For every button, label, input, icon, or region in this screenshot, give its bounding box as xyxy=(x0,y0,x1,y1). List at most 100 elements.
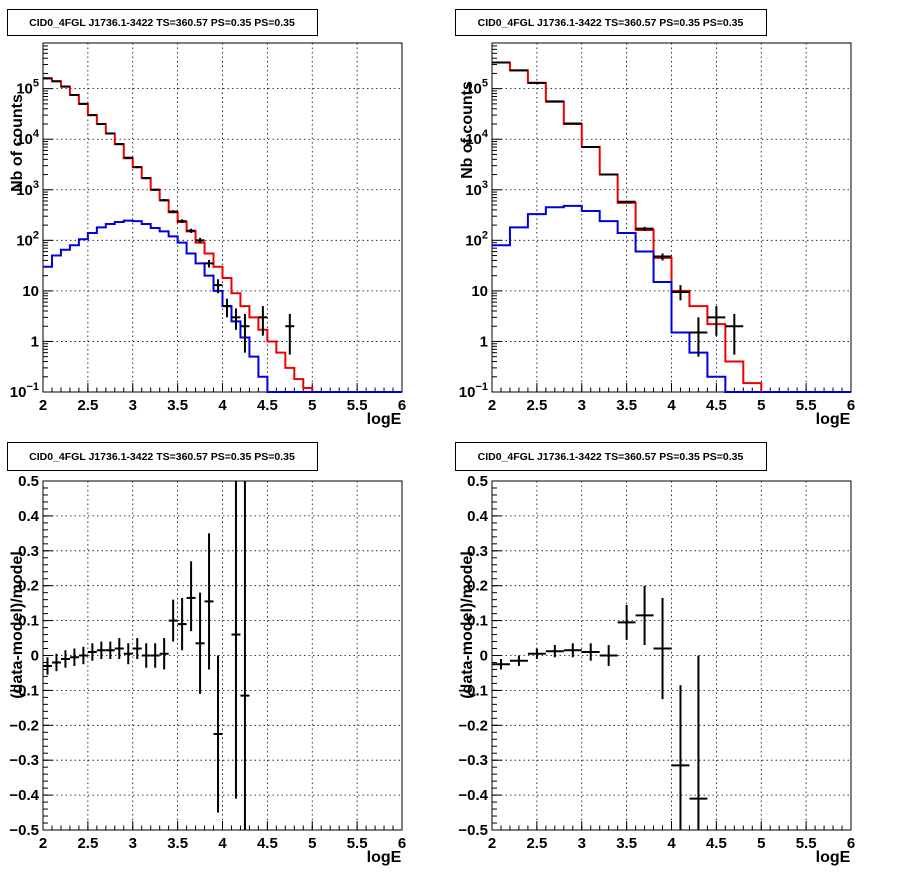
y-tick-label: 0 xyxy=(31,648,39,665)
y-tick-label: −0.4 xyxy=(9,787,39,804)
x-tick-label: 5 xyxy=(757,835,765,852)
y-tick-label: 1 xyxy=(480,333,488,350)
x-tick-label: 2 xyxy=(488,835,496,852)
data-point xyxy=(150,643,160,668)
data-point xyxy=(240,313,250,353)
residuals-right-panel: CID0_4FGL J1736.1-3422 TS=360.57 PS=0.35… xyxy=(455,442,855,866)
x-tick-label: 4 xyxy=(218,397,227,414)
x-tick-label: 3 xyxy=(578,835,586,852)
data-point xyxy=(231,308,241,330)
data-point xyxy=(231,481,241,799)
x-tick-label: 5.5 xyxy=(796,397,817,414)
data-point xyxy=(132,638,142,659)
y-tick-label: 10−1 xyxy=(10,381,39,401)
data-point xyxy=(186,228,196,233)
x-axis-label: logE xyxy=(367,411,402,428)
data-point xyxy=(617,200,636,203)
data-point xyxy=(51,653,61,672)
y-tick-label: 10 xyxy=(471,283,488,300)
y-tick-label: 105 xyxy=(16,78,39,98)
data-point xyxy=(177,597,187,651)
model-series-total-line xyxy=(492,61,851,393)
data-point xyxy=(599,173,618,176)
y-tick-label: 0.4 xyxy=(467,508,489,525)
chart-title: CID0_4FGL J1736.1-3422 TS=360.57 PS=0.35… xyxy=(478,17,744,29)
data-point xyxy=(671,685,690,830)
x-tick-label: 2 xyxy=(39,397,47,414)
title-box xyxy=(7,9,318,36)
data-point xyxy=(581,643,600,661)
y-tick-base: 10 xyxy=(16,182,33,199)
x-tick-label: 4.5 xyxy=(706,835,727,852)
data-point xyxy=(123,643,133,665)
plot-frame xyxy=(491,480,852,831)
y-tick-label: 0.3 xyxy=(467,543,488,560)
y-tick-label: −0.1 xyxy=(9,682,39,699)
data-point xyxy=(563,643,582,658)
y-tick-label: 0.1 xyxy=(467,613,488,630)
title-box xyxy=(455,442,767,471)
y-tick-label: 0.5 xyxy=(467,473,488,490)
y-tick-base: 10 xyxy=(16,232,33,249)
x-tick-label: 5.5 xyxy=(796,835,817,852)
data-point xyxy=(213,279,223,294)
data-point xyxy=(492,61,510,64)
data-point xyxy=(195,592,205,694)
data-point xyxy=(96,641,106,659)
x-tick-label: 5 xyxy=(308,397,316,414)
data-point xyxy=(617,604,636,640)
model-series-component-line xyxy=(492,204,851,393)
data-point xyxy=(707,306,726,336)
y-tick-label: 102 xyxy=(16,229,39,249)
y-tick-exponent: −1 xyxy=(26,381,39,393)
y-tick-label: −0.5 xyxy=(458,822,488,839)
y-tick-label: 10−1 xyxy=(459,381,488,401)
x-tick-label: 4 xyxy=(218,835,227,852)
x-tick-label: 3.5 xyxy=(616,397,637,414)
x-tick-label: 5.5 xyxy=(347,397,368,414)
counts-right-panel: CID0_4FGL J1736.1-3422 TS=360.57 PS=0.35… xyxy=(455,9,855,428)
x-tick-label: 4 xyxy=(667,397,676,414)
data-point xyxy=(168,210,178,214)
x-tick-label: 2 xyxy=(488,397,496,414)
data-point xyxy=(527,648,546,659)
data-point xyxy=(545,645,564,658)
y-tick-base: 10 xyxy=(16,131,33,148)
data-point xyxy=(204,533,214,670)
y-axis-label: (data-model)/model xyxy=(9,551,26,699)
data-point xyxy=(51,80,61,83)
data-point xyxy=(78,102,88,105)
data-point xyxy=(204,259,214,268)
y-tick-base: 10 xyxy=(16,81,33,98)
x-axis-label: logE xyxy=(367,849,402,866)
data-point xyxy=(671,285,690,301)
x-tick-label: 3 xyxy=(129,835,137,852)
y-tick-label: −0.4 xyxy=(458,787,488,804)
y-tick-exponent: 4 xyxy=(33,128,40,140)
y-tick-exponent: 5 xyxy=(33,78,39,90)
data-point xyxy=(581,146,600,149)
data-point xyxy=(635,585,654,646)
data-point xyxy=(213,655,223,813)
data-point xyxy=(177,219,187,224)
y-tick-base: 10 xyxy=(459,384,476,401)
y-tick-label: 0.4 xyxy=(18,508,40,525)
y-tick-label: 1 xyxy=(31,333,39,350)
data-point xyxy=(105,132,115,135)
data-point xyxy=(43,657,52,675)
data-point xyxy=(132,166,142,169)
plot-frame xyxy=(42,480,403,831)
data-point xyxy=(69,93,79,96)
data-point xyxy=(509,69,528,72)
x-tick-label: 6 xyxy=(398,835,406,852)
data-point xyxy=(222,298,232,318)
y-axis-label: (data-model)/model xyxy=(459,551,476,699)
y-tick-exponent: 3 xyxy=(33,179,39,191)
y-axis-label: Nb of counts xyxy=(459,81,476,179)
y-tick-base: 10 xyxy=(465,131,482,148)
data-point xyxy=(141,177,151,180)
data-point xyxy=(653,597,672,700)
title-box xyxy=(455,9,767,36)
data-point xyxy=(563,122,582,125)
